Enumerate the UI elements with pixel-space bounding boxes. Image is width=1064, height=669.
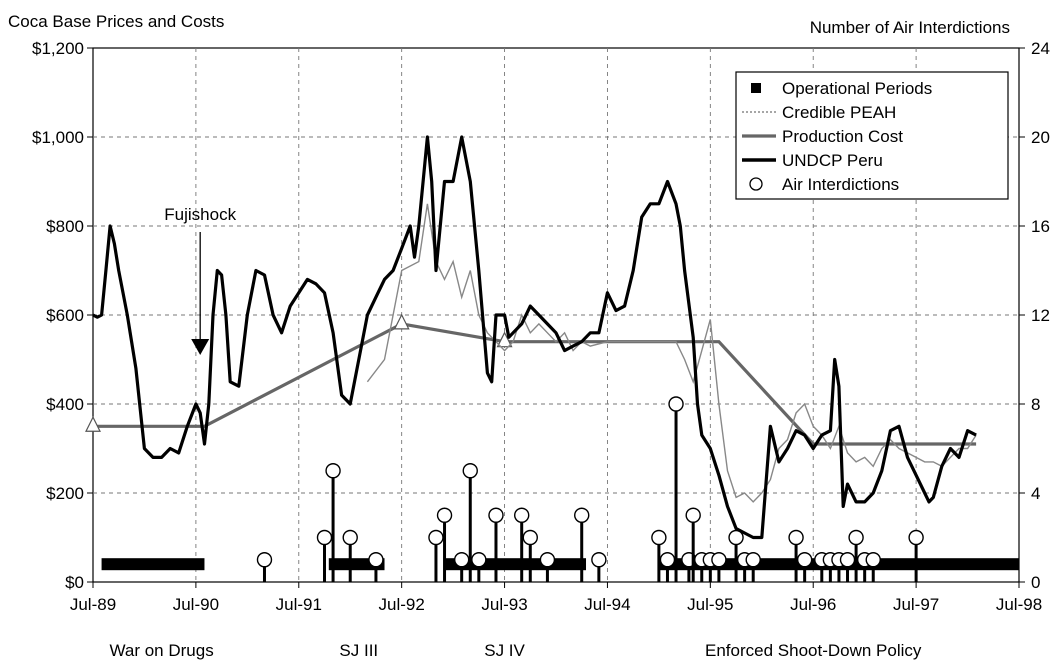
air-interdiction-point	[462, 463, 478, 479]
undcp-peru-line	[92, 135, 977, 540]
legend-label: Production Cost	[782, 127, 903, 146]
y-right-tick-label: 0	[1031, 573, 1040, 592]
x-tick-label: Jul-90	[173, 595, 219, 614]
left-axis-title: Coca Base Prices and Costs	[8, 12, 224, 31]
x-tick-label: Jul-93	[481, 595, 527, 614]
air-interdiction-point	[651, 529, 667, 546]
air-interdiction-point	[788, 529, 804, 546]
period-label: War on Drugs	[109, 641, 213, 660]
air-interdiction-point	[316, 529, 333, 546]
legend-label: Operational Periods	[782, 79, 932, 98]
y-left-tick-label: $0	[65, 573, 84, 592]
air-interdiction-point	[668, 396, 684, 412]
air-interdiction-point	[711, 552, 727, 568]
operational-period-bar	[101, 558, 205, 571]
y-right-tick-label: 24	[1031, 39, 1050, 58]
air-interdiction-point	[839, 552, 856, 568]
air-interdiction-point	[745, 552, 761, 568]
production-cost-marker	[393, 313, 410, 330]
air-interdiction-point	[728, 529, 744, 546]
air-interdiction-point	[522, 529, 538, 546]
y-right-tick-label: 16	[1031, 217, 1050, 236]
legend-box	[735, 71, 1009, 200]
legend-label: Credible PEAH	[782, 103, 896, 122]
y-left-tick-label: $800	[46, 217, 84, 236]
x-tick-label: Jul-98	[996, 595, 1042, 614]
legend-symbol-square	[751, 83, 761, 93]
y-right-tick-label: 20	[1031, 128, 1050, 147]
air-interdiction-point	[574, 507, 590, 523]
y-right-tick-label: 12	[1031, 306, 1050, 325]
air-interdiction-point	[659, 552, 676, 568]
legend-symbol-circle	[749, 177, 763, 191]
air-interdiction-point	[325, 463, 341, 479]
y-left-tick-label: $400	[46, 395, 84, 414]
air-interdiction-point	[453, 552, 470, 568]
production-cost-marker	[496, 331, 513, 348]
y-left-tick-label: $200	[46, 484, 84, 503]
legend-label: Air Interdictions	[782, 175, 899, 194]
production-cost-line	[93, 322, 977, 446]
fujishock-arrowhead	[191, 339, 210, 356]
air-interdiction-point	[488, 507, 504, 523]
x-tick-label: Jul-89	[70, 595, 116, 614]
air-interdiction-point	[342, 529, 358, 546]
air-interdiction-point	[591, 552, 607, 568]
air-interdiction-point	[539, 552, 556, 568]
y-right-tick-label: 8	[1031, 395, 1040, 414]
y-left-tick-label: $1,200	[32, 39, 84, 58]
air-interdiction-point	[428, 529, 444, 546]
production-cost-marker	[85, 415, 101, 432]
x-tick-label: Jul-91	[276, 595, 322, 614]
y-left-tick-label: $1,000	[32, 128, 84, 147]
air-interdiction-point	[685, 507, 701, 523]
air-interdiction-point	[514, 507, 530, 523]
air-interdiction-point	[865, 552, 881, 568]
air-interdiction-point	[796, 552, 813, 568]
period-label: Enforced Shoot-Down Policy	[705, 641, 922, 660]
x-tick-label: Jul-92	[379, 595, 425, 614]
air-interdiction-point	[908, 529, 924, 546]
fujishock-annotation: Fujishock	[164, 205, 236, 224]
air-interdiction-point	[436, 507, 453, 523]
y-right-tick-label: 4	[1031, 484, 1040, 503]
air-interdiction-point	[471, 552, 487, 568]
x-tick-label: Jul-96	[790, 595, 836, 614]
legend-label: UNDCP Peru	[782, 151, 883, 170]
air-interdiction-point	[256, 552, 273, 568]
x-tick-label: Jul-95	[687, 595, 733, 614]
air-interdiction-point	[368, 552, 384, 568]
air-interdiction-point	[848, 529, 864, 546]
x-tick-label: Jul-94	[584, 595, 630, 614]
period-label: SJ III	[339, 641, 378, 660]
y-left-tick-label: $600	[46, 306, 84, 325]
period-label: SJ IV	[484, 641, 525, 660]
right-axis-title: Number of Air Interdictions	[810, 18, 1010, 37]
x-tick-label: Jul-97	[893, 595, 939, 614]
